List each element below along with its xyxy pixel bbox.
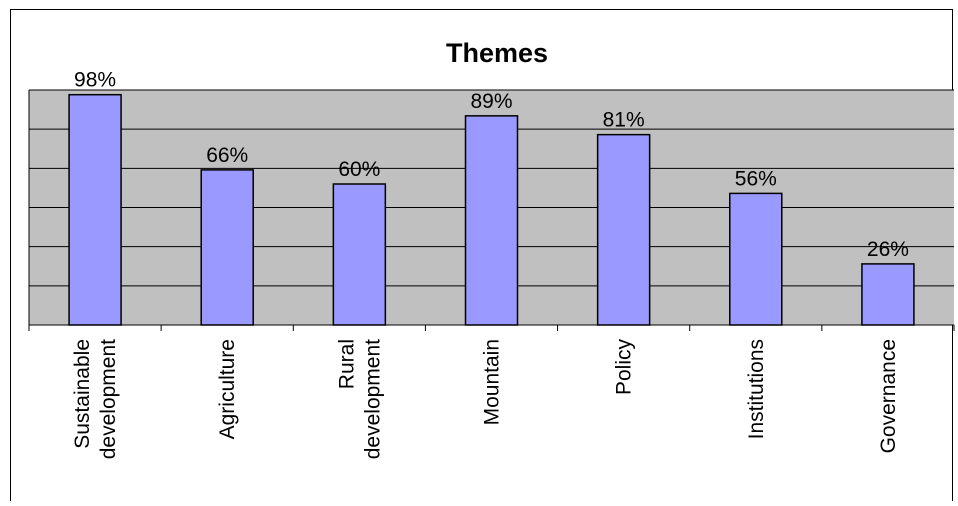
x-tick-label: Governance — [877, 339, 900, 453]
data-label: 89% — [470, 90, 512, 113]
x-tick-label: Sustainable development — [71, 339, 120, 459]
data-label: 81% — [603, 109, 645, 132]
x-tick-label-line: development — [97, 339, 120, 459]
data-label: 66% — [206, 144, 248, 167]
x-tick-label-line: Mountain — [481, 339, 504, 425]
bar — [861, 263, 915, 326]
x-tick-label: Mountain — [481, 339, 504, 425]
bar — [68, 93, 122, 326]
bar — [729, 192, 783, 326]
x-tick-label: Policy — [613, 339, 636, 396]
bar — [332, 183, 387, 326]
x-tick-label-line: Rural — [335, 339, 358, 389]
bar — [200, 169, 254, 326]
x-tick-label-line: development — [361, 339, 384, 459]
x-tick-label-line: Policy — [613, 339, 636, 396]
data-label: 98% — [74, 69, 116, 92]
x-tick-label-line: Agriculture — [216, 339, 239, 439]
x-tick-label-line: Institutions — [745, 339, 768, 439]
bar — [464, 115, 519, 326]
x-tick-label: Institutions — [745, 339, 768, 439]
data-label: 56% — [735, 167, 777, 190]
x-tick-label-line: Sustainable — [71, 339, 94, 449]
x-tick-label-line: Governance — [877, 339, 900, 453]
plot-area: 98%Sustainable development66%Agriculture6… — [28, 69, 955, 459]
data-label: 60% — [338, 158, 380, 181]
chart-title: Themes — [446, 38, 548, 68]
x-tick-label: Agriculture — [216, 339, 239, 439]
x-tick-label: Rural development — [335, 339, 384, 459]
bar — [596, 133, 651, 326]
data-label: 26% — [867, 238, 909, 261]
